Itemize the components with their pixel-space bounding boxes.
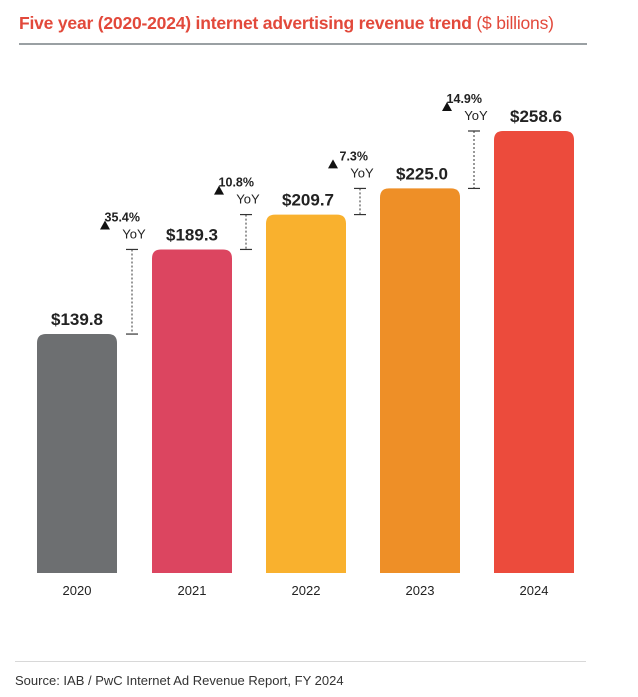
yoy-label-2021: YoY: [122, 226, 146, 241]
title-divider: [19, 43, 587, 45]
data-label-2021: $189.3: [166, 225, 218, 244]
bar-2022: [266, 214, 346, 573]
chart-title-main: Five year (2020-2024) internet advertisi…: [19, 13, 472, 33]
bar-2024: [494, 131, 574, 573]
yoy-label-2023: YoY: [350, 165, 374, 180]
yoy-percent-2023: 7.3%: [340, 149, 369, 163]
data-label-2024: $258.6: [510, 107, 562, 126]
x-tick-label-2022: 2022: [292, 583, 321, 598]
chart-title: Five year (2020-2024) internet advertisi…: [19, 13, 554, 34]
up-arrow-icon: [214, 185, 224, 195]
source-note: Source: IAB / PwC Internet Ad Revenue Re…: [15, 673, 344, 688]
x-tick-label-2023: 2023: [406, 583, 435, 598]
up-arrow-icon: [100, 220, 110, 230]
x-tick-label-2020: 2020: [63, 583, 92, 598]
data-label-2023: $225.0: [396, 164, 448, 183]
yoy-label-2022: YoY: [236, 192, 260, 207]
data-label-2020: $139.8: [51, 310, 103, 329]
up-arrow-icon: [328, 159, 338, 169]
x-tick-label-2021: 2021: [178, 583, 207, 598]
chart-title-units: ($ billions): [476, 13, 554, 33]
up-arrow-icon: [442, 102, 452, 111]
yoy-percent-2021: 35.4%: [105, 210, 140, 224]
bar-2021: [152, 249, 232, 573]
data-label-2022: $209.7: [282, 191, 334, 210]
yoy-percent-2022: 10.8%: [219, 176, 254, 190]
footer-divider: [15, 661, 586, 662]
bar-chart: 2020 2021 2022 2023 2024 $139.8 $189.3 $209.7 $2…: [37, 92, 574, 598]
bar-2023: [380, 188, 460, 573]
yoy-percent-2024: 14.9%: [447, 92, 482, 106]
bar-2020: [37, 334, 117, 573]
x-tick-label-2024: 2024: [520, 583, 549, 598]
yoy-label-2024: YoY: [464, 108, 488, 123]
